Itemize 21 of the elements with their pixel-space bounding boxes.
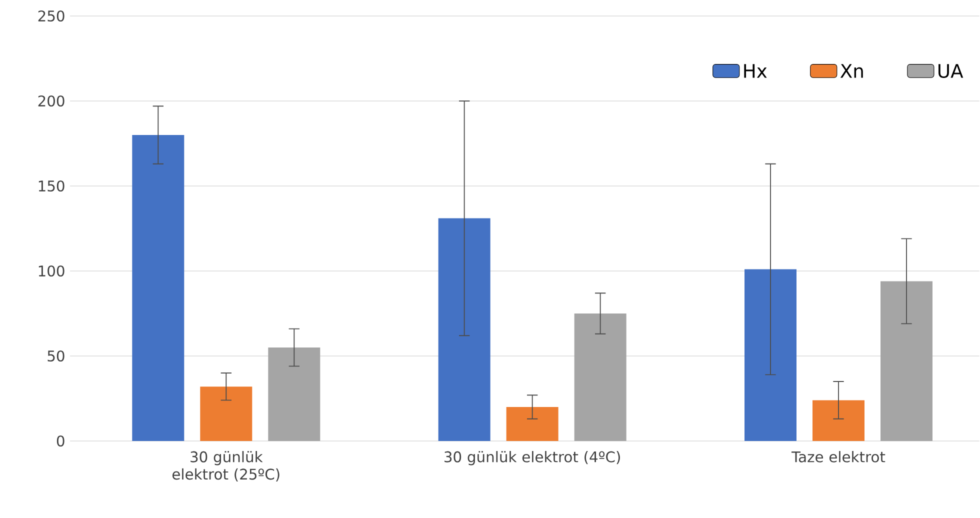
legend-label: Hx [744,64,767,78]
legend-label: Xn [840,64,863,78]
y-tick-label: 150 [38,180,64,192]
bar [268,348,320,441]
bar [506,407,558,441]
x-tick-label: 30 günlük elektrot (25ºC) [172,451,280,482]
y-tick-label: 0 [56,435,64,447]
y-tick-label: 200 [38,95,64,107]
bar [744,269,797,441]
bar [438,218,490,441]
bar [880,281,933,441]
bar [132,135,184,441]
bar [200,386,252,441]
bar [574,314,626,441]
y-tick-label: 100 [38,265,64,277]
y-tick-label: 250 [38,10,64,22]
x-tick-label: 30 günlük elektrot (4ºC) [444,451,620,466]
legend-label: UA [938,64,964,78]
y-tick-label: 50 [48,350,64,362]
x-tick-label: Taze elektrot [792,451,886,462]
bar [812,400,865,441]
